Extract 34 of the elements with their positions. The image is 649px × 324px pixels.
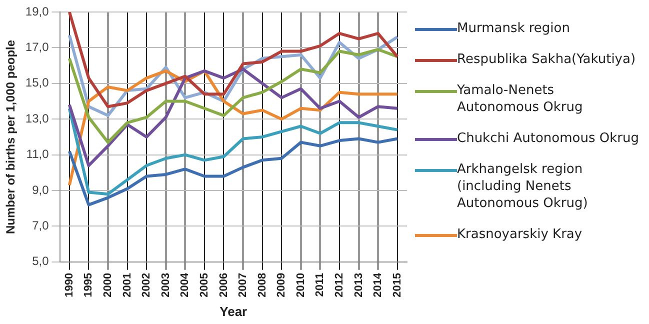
x-tick-label: 2008 <box>256 272 268 298</box>
x-tick-label: 2007 <box>237 272 250 298</box>
legend-label: Chukchi Autonomous Okrug <box>457 130 639 147</box>
x-tick-label: 2000 <box>102 272 114 298</box>
y-tick-label: 17,0 <box>25 40 50 54</box>
x-tick-label: 2012 <box>334 272 346 298</box>
x-tick-label: 1995 <box>82 272 95 298</box>
y-tick-label: 11,0 <box>26 147 50 162</box>
x-tick-label: 1990 <box>63 272 76 298</box>
legend-label: Krasnoyarskiy Kray <box>457 226 582 243</box>
x-tick-label: 2011 <box>314 272 326 297</box>
legend-label: Respublika Sakha(Yakutiya) <box>457 51 636 68</box>
x-tick-label: 2013 <box>352 272 365 298</box>
y-tick-label: 5,0 <box>32 254 50 268</box>
x-tick-label: 2002 <box>140 272 153 298</box>
legend-label: Arkhangelsk region (including Nenets Autonomous Okrug) <box>457 161 589 212</box>
y-tick-label: 15,0 <box>25 76 50 90</box>
x-tick-label: 2006 <box>218 272 230 298</box>
x-tick-label: 2001 <box>121 272 134 298</box>
legend-label: Yamalo-Nenets Autonomous Okrug <box>457 82 584 116</box>
x-axis-title: Year <box>220 304 248 319</box>
x-tick-label: 2014 <box>372 272 384 298</box>
y-axis-title: Number of births per 1,000 people <box>4 40 18 234</box>
x-tick-label: 2010 <box>294 272 307 298</box>
y-tick-label: 19,0 <box>25 4 50 18</box>
legend-label: Murmansk region <box>457 20 570 37</box>
y-tick-label: 7,0 <box>32 218 50 233</box>
x-tick-label: 2015 <box>391 272 404 298</box>
x-tick-label: 2004 <box>179 272 192 298</box>
x-tick-label: 2003 <box>160 272 172 298</box>
x-tick-label: 2009 <box>276 272 288 298</box>
x-tick-label: 2005 <box>198 272 210 298</box>
y-tick-label: 9,0 <box>32 182 50 197</box>
y-tick-label: 13,0 <box>25 111 50 126</box>
